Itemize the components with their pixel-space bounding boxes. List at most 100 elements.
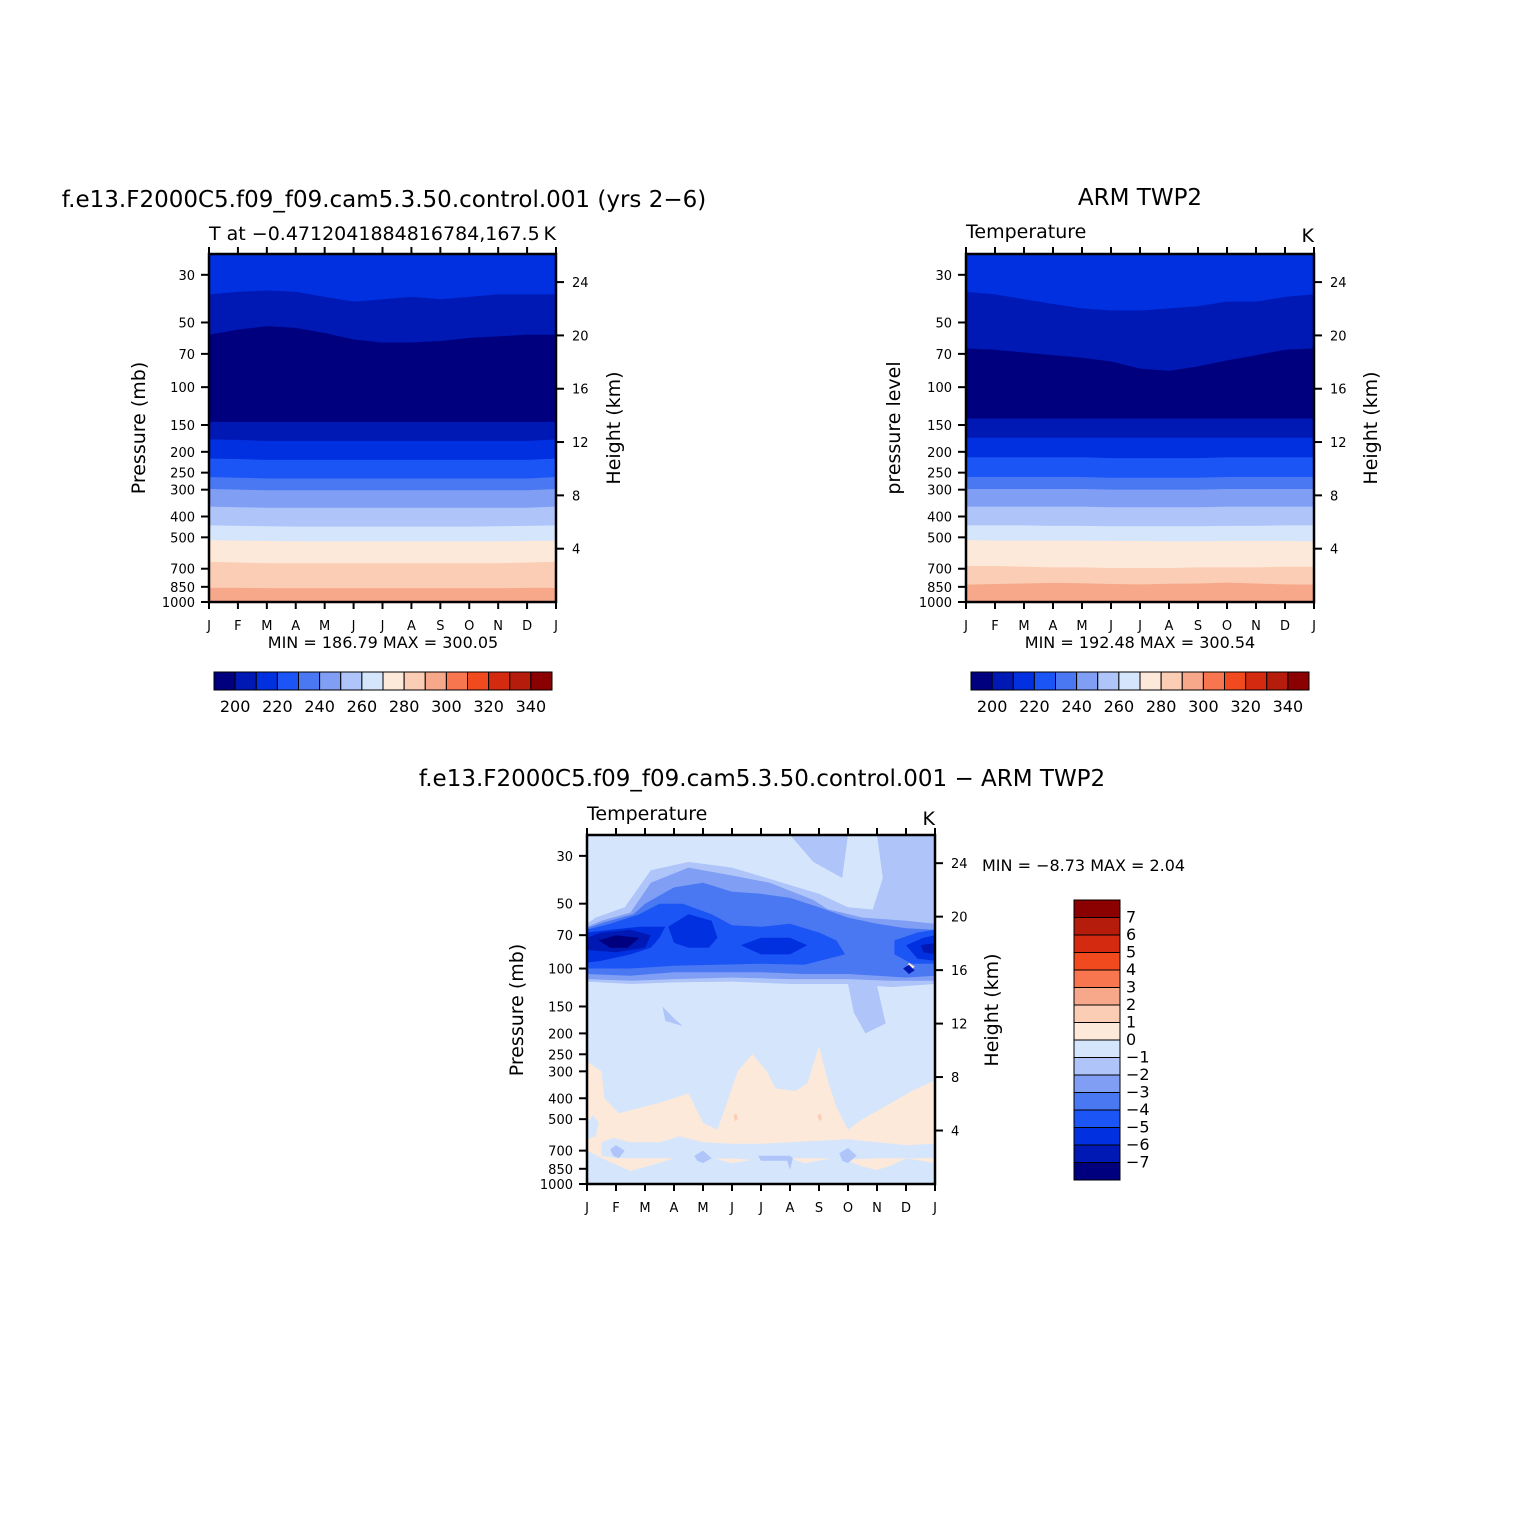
title-obs: ARM TWP2 [1078,185,1202,211]
contour-region-diff-2 [848,984,886,1034]
colorbar-label-diff: 0 [1126,1030,1136,1049]
contour-region-diff-9 [668,914,718,948]
colorbar-label-model: 280 [389,697,420,716]
y-right-tick-label-diff: 8 [951,1071,959,1086]
y-right-tick-label-diff: 4 [951,1125,959,1140]
x-tick-label-obs: J [1108,619,1113,634]
x-tick-label-model: N [493,619,503,634]
y-tick-label-diff: 1000 [540,1178,573,1193]
x-tick-label-diff: J [729,1201,734,1216]
ylabel-diff: Pressure (mb) [506,944,528,1077]
colorbar-swatch-model [509,671,532,691]
y-tick-label-diff: 400 [548,1092,573,1107]
colorbar-label-diff: 4 [1126,960,1136,979]
colorbar-label-obs: 220 [1019,697,1050,716]
x-tick-label-obs: S [1194,619,1202,634]
colorbar-swatch-diff [1073,899,1121,918]
colorbar-label-model: 200 [220,697,251,716]
colorbar-swatch-model [382,671,405,691]
y-tick-label-diff: 100 [548,963,573,978]
colorbar-swatch-diff [1073,934,1121,953]
y-right-tick-label-model: 24 [572,276,589,291]
y-tick-label-model: 400 [170,511,195,526]
x-tick-label-model: O [464,619,474,634]
panel-diff: f.e13.F2000C5.f09_f09.cam5.3.50.control.… [419,766,1185,1216]
colorbar-swatch-obs [991,671,1014,691]
x-tick-label-diff: D [901,1201,911,1216]
y-tick-label-model: 150 [170,419,195,434]
y-tick-label-obs: 50 [935,316,952,331]
colorbar-label-diff: 6 [1126,925,1136,944]
colorbar-label-obs: 200 [977,697,1008,716]
ylabel-right-obs: Height (km) [1360,371,1382,484]
x-tick-label-model: J [553,619,558,634]
colorbar-label-diff: −1 [1126,1048,1150,1067]
subtitle-right-diff: K [923,808,936,830]
y-right-tick-label-model: 4 [572,543,580,558]
y-right-tick-label-obs: 16 [1330,383,1347,398]
colorbar-label-diff: −6 [1126,1135,1150,1154]
colorbar-label-obs: 300 [1188,697,1219,716]
colorbar-label-diff: 1 [1126,1013,1136,1032]
colorbar-swatch-obs [1139,671,1162,691]
colorbar-swatch-model [213,671,236,691]
x-tick-label-diff: M [697,1201,708,1216]
contour-fill-model [209,254,556,602]
x-tick-label-model: M [319,619,330,634]
y-right-tick-label-diff: 16 [951,964,968,979]
colorbar-swatch-obs [1118,671,1141,691]
y-tick-label-diff: 700 [548,1145,573,1160]
colorbar-swatch-obs [1160,671,1183,691]
contour-region-diff-19 [694,1150,712,1164]
y-tick-label-model: 30 [178,269,195,284]
ylabel-right-diff: Height (km) [981,953,1003,1066]
contour-band-model-11 [209,587,556,602]
y-tick-label-model: 200 [170,446,195,461]
colorbar-swatch-model [234,671,257,691]
x-tick-label-diff: A [670,1201,679,1216]
colorbar-swatch-model [445,671,468,691]
colorbar-swatch-model [361,671,384,691]
y-right-tick-label-model: 16 [572,383,589,398]
y-tick-label-obs: 300 [927,484,952,499]
colorbar-swatch-model [530,671,553,691]
subtitle-left-model: T at −0.4712041884816784,167.5 [208,223,540,245]
colorbar-swatch-diff [1073,1109,1121,1128]
y-tick-label-obs: 150 [927,419,952,434]
contour-region-diff-20 [758,1155,793,1170]
x-tick-label-obs: A [1165,619,1174,634]
y-tick-label-model: 850 [170,581,195,596]
colorbar-swatch-diff [1073,1074,1121,1093]
y-tick-label-model: 500 [170,531,195,546]
x-tick-label-model: J [351,619,356,634]
contour-region-diff-11 [906,935,935,961]
colorbar-swatch-diff [1073,952,1121,971]
y-tick-label-diff: 850 [548,1163,573,1178]
x-tick-label-diff: A [786,1201,795,1216]
x-tick-label-model: A [407,619,416,634]
minmax-model: MIN = 186.79 MAX = 300.05 [268,633,498,652]
colorbar-obs: 200 220 240 260 280 300 320 340 [970,671,1310,716]
title-model: f.e13.F2000C5.f09_f09.cam5.3.50.control.… [62,187,706,213]
contour-region-diff-3 [662,1006,683,1027]
colorbar-swatch-model [488,671,511,691]
y-tick-label-obs: 70 [935,348,952,363]
y-tick-label-diff: 500 [548,1113,573,1128]
contour-region-diff-21 [839,1147,857,1164]
x-tick-label-obs: D [1280,619,1290,634]
colorbar-swatch-obs [970,671,993,691]
x-tick-label-model: M [261,619,272,634]
y-right-tick-label-diff: 20 [951,911,968,926]
contour-region-diff-10 [740,937,808,955]
contour-region-diff-17 [587,1115,599,1140]
x-tick-label-obs: A [1049,619,1058,634]
y-tick-label-diff: 70 [556,929,573,944]
colorbar-swatch-obs [1181,671,1204,691]
colorbar-swatch-obs [1287,671,1310,691]
colorbar-swatch-obs [1266,671,1289,691]
y-right-tick-label-obs: 8 [1330,489,1338,504]
x-tick-label-diff: M [639,1201,650,1216]
y-right-tick-label-model: 12 [572,436,589,451]
x-tick-label-diff: O [843,1201,853,1216]
y-tick-label-obs: 30 [935,269,952,284]
